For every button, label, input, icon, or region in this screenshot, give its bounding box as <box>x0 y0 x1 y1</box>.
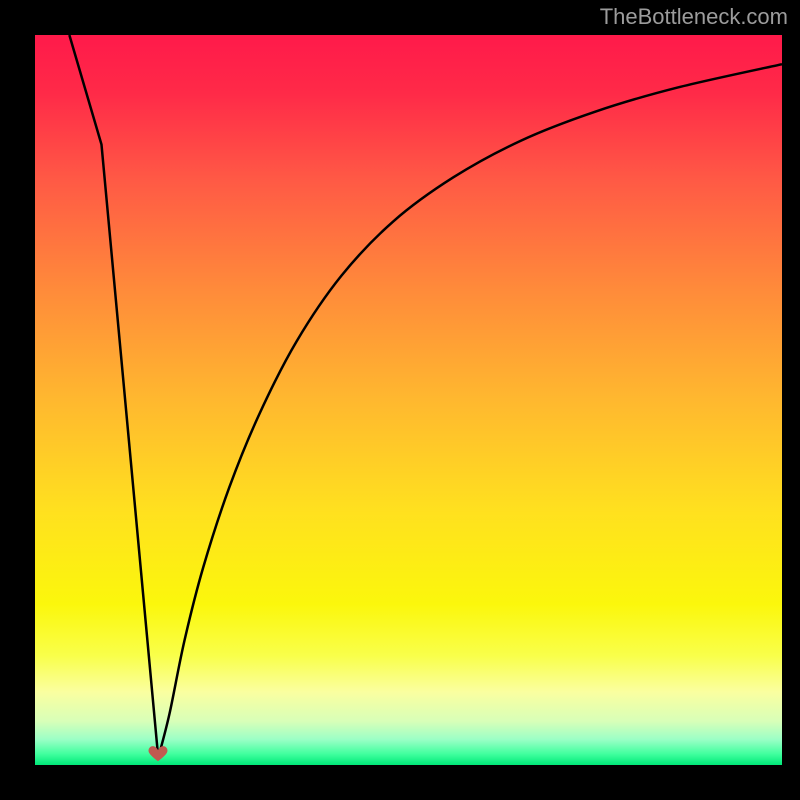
watermark-text: TheBottleneck.com <box>600 4 788 30</box>
gradient-background <box>35 35 782 765</box>
chart-plot-area <box>35 35 782 765</box>
heart-marker <box>147 742 169 764</box>
